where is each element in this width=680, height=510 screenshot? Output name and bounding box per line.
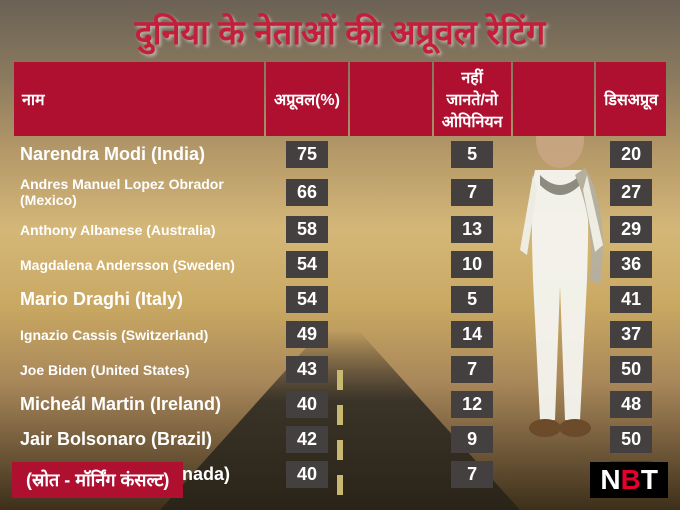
noopinion-value: 12 [434, 388, 511, 421]
disapprove-value: 50 [596, 423, 666, 456]
leader-name: Micheál Martin (Ireland) [14, 388, 264, 421]
logo-n: N [600, 464, 620, 495]
logo-t: T [641, 464, 658, 495]
logo-b: B [621, 464, 641, 495]
table-row: Mario Draghi (Italy)54 5 41 [14, 283, 666, 316]
noopinion-value: 13 [434, 213, 511, 246]
nbt-logo: NBT [590, 462, 668, 498]
table-row: Magdalena Andersson (Sweden)54 10 36 [14, 248, 666, 281]
leader-name: Andres Manuel Lopez Obrador (Mexico) [14, 173, 264, 211]
disapprove-value: 29 [596, 213, 666, 246]
noopinion-value: 14 [434, 318, 511, 351]
leader-name: Mario Draghi (Italy) [14, 283, 264, 316]
table-header-row: नाम अप्रूवल(%) नहीं जानते/नो ओपिनियन डिस… [14, 62, 666, 136]
disapprove-value: 48 [596, 388, 666, 421]
disapprove-value: 41 [596, 283, 666, 316]
table-row: Jair Bolsonaro (Brazil)42 9 50 [14, 423, 666, 456]
table-row: Anthony Albanese (Australia)58 13 29 [14, 213, 666, 246]
noopinion-value: 9 [434, 423, 511, 456]
noopinion-value: 7 [434, 353, 511, 386]
disapprove-value: 20 [596, 138, 666, 171]
header-noopinion: नहीं जानते/नो ओपिनियन [434, 62, 511, 136]
header-disapprove: डिसअप्रूव [596, 62, 666, 136]
disapprove-value: 27 [596, 173, 666, 211]
noopinion-value: 5 [434, 138, 511, 171]
leader-name: Magdalena Andersson (Sweden) [14, 248, 264, 281]
table-row: Joe Biden (United States)43 7 50 [14, 353, 666, 386]
table-row: Narendra Modi (India)75 5 20 [14, 138, 666, 171]
header-name: नाम [14, 62, 264, 136]
approval-value: 42 [266, 423, 348, 456]
page-title: दुनिया के नेताओं की अप्रूवल रेटिंग [12, 8, 668, 54]
approval-value: 54 [266, 283, 348, 316]
leader-name: Anthony Albanese (Australia) [14, 213, 264, 246]
approval-value: 58 [266, 213, 348, 246]
approval-value: 43 [266, 353, 348, 386]
approval-value: 75 [266, 138, 348, 171]
leader-name: Joe Biden (United States) [14, 353, 264, 386]
disapprove-value: 37 [596, 318, 666, 351]
leader-name: Ignazio Cassis (Switzerland) [14, 318, 264, 351]
approval-value: 49 [266, 318, 348, 351]
header-approval: अप्रूवल(%) [266, 62, 348, 136]
approval-value: 40 [266, 388, 348, 421]
approval-table: नाम अप्रूवल(%) नहीं जानते/नो ओपिनियन डिस… [12, 60, 668, 493]
noopinion-value: 7 [434, 173, 511, 211]
source-label: (स्रोत - मॉर्निंग कंसल्ट) [12, 462, 183, 498]
content-container: दुनिया के नेताओं की अप्रूवल रेटिंग नाम अ… [0, 0, 680, 510]
table-row: Micheál Martin (Ireland)40 12 48 [14, 388, 666, 421]
disapprove-value: 36 [596, 248, 666, 281]
noopinion-value: 10 [434, 248, 511, 281]
approval-value: 54 [266, 248, 348, 281]
disapprove-value: 50 [596, 353, 666, 386]
leader-name: Jair Bolsonaro (Brazil) [14, 423, 264, 456]
approval-value: 66 [266, 173, 348, 211]
table-row: Andres Manuel Lopez Obrador (Mexico)66 7 2… [14, 173, 666, 211]
table-row: Ignazio Cassis (Switzerland)49 14 37 [14, 318, 666, 351]
leader-name: Narendra Modi (India) [14, 138, 264, 171]
noopinion-value: 5 [434, 283, 511, 316]
footer: (स्रोत - मॉर्निंग कंसल्ट) NBT [12, 462, 668, 498]
